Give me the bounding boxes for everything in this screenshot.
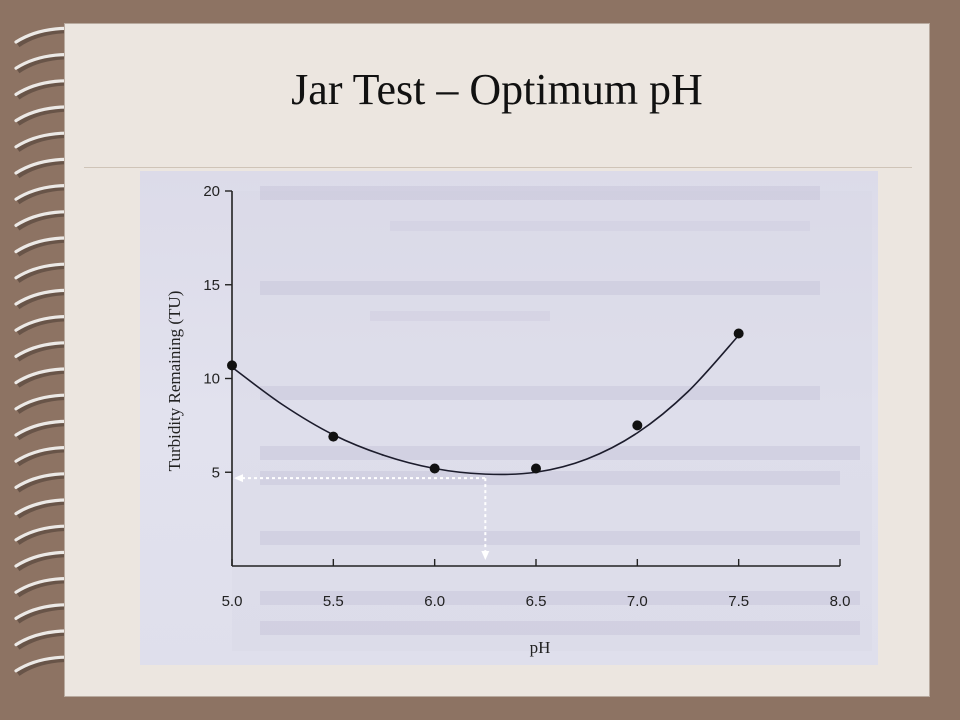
data-points — [227, 328, 744, 474]
x-tick-label: 6.0 — [424, 593, 445, 610]
ghost-text-line — [260, 591, 860, 605]
data-point — [733, 328, 744, 339]
data-point — [227, 360, 237, 371]
ghost-text-line — [370, 311, 550, 321]
ghost-text-line — [260, 621, 860, 635]
y-axis-title: Turbidity Remaining (TU) — [165, 291, 184, 472]
y-tick-label: 5 — [212, 464, 220, 481]
title-divider — [84, 167, 912, 168]
ghost-text-line — [260, 471, 840, 485]
ghost-text-line — [390, 221, 810, 231]
ghost-text-block — [232, 191, 872, 651]
ghost-text-line — [260, 386, 820, 400]
chart-photo: 5 10 15 20 5.0 5.5 6.0 6.5 7.0 7.5 8.0 Turbidity … — [140, 171, 878, 665]
ghost-text-line — [260, 446, 860, 460]
y-tick-label: 15 — [203, 277, 220, 294]
x-tick-label: 6.5 — [526, 593, 547, 610]
x-tick-label: 5.0 — [222, 593, 243, 610]
y-ticks: 5 10 15 20 — [203, 183, 232, 481]
x-tick-label: 7.0 — [627, 593, 648, 610]
ghost-text-line — [260, 531, 860, 545]
x-ticks: 5.0 5.5 6.0 6.5 7.0 7.5 8.0 — [222, 559, 851, 610]
x-tick-label: 8.0 — [830, 593, 851, 610]
turbidity-chart: 5 10 15 20 5.0 5.5 6.0 6.5 7.0 7.5 8.0 Turbidity … — [165, 183, 872, 657]
y-tick-label: 10 — [203, 371, 220, 388]
optimum-arrowhead-down — [481, 551, 490, 560]
data-point — [429, 463, 440, 474]
x-tick-label: 5.5 — [323, 593, 344, 610]
bleed-through-text — [232, 186, 872, 651]
x-tick-label: 7.5 — [728, 593, 749, 610]
optimum-arrowhead-left — [234, 474, 243, 483]
optimum-guides — [234, 474, 490, 560]
data-point — [531, 463, 541, 474]
x-axis-title: pH — [530, 638, 551, 657]
data-point — [328, 431, 339, 442]
slide-title: Jar Test – Optimum pH — [291, 65, 703, 114]
y-tick-label: 20 — [203, 183, 220, 200]
fit-curve — [231, 334, 740, 476]
ghost-text-line — [260, 186, 820, 200]
data-point — [632, 420, 643, 431]
ghost-text-line — [260, 281, 820, 295]
